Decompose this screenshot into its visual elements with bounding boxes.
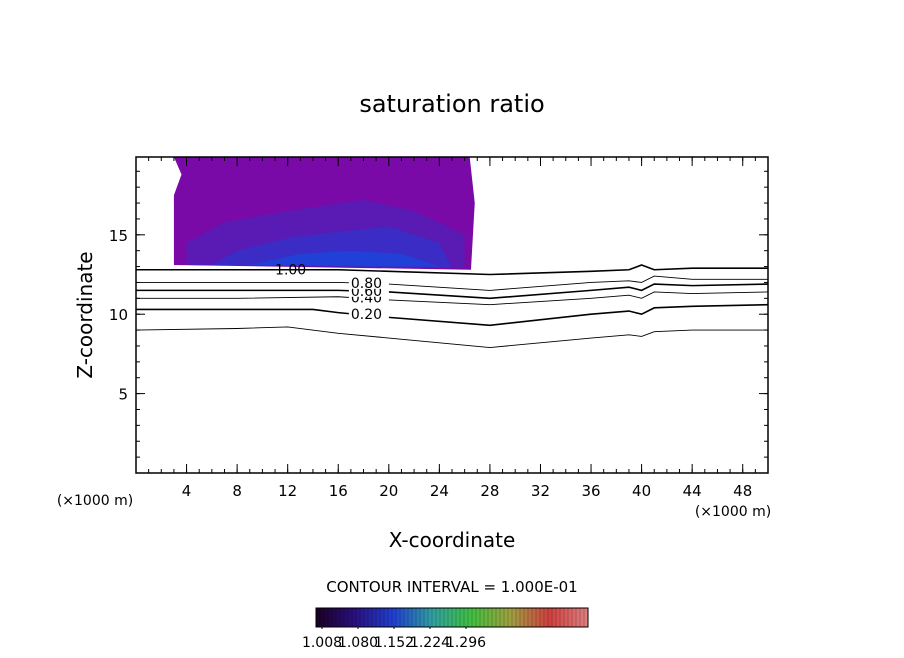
- x-tick-label: 8: [232, 482, 242, 500]
- contour-label: 0.20: [351, 307, 382, 323]
- x-tick-label: 24: [430, 482, 449, 500]
- y-tick-label: 5: [118, 386, 128, 404]
- x-tick-label: 36: [581, 482, 600, 500]
- x-tick-label: 4: [182, 482, 192, 500]
- x-tick-label: 40: [632, 482, 651, 500]
- x-tick-label: 44: [683, 482, 702, 500]
- y-tick-label: 15: [109, 227, 128, 245]
- y-axis-label: Z-coordinate: [73, 251, 97, 378]
- contour-label-bg: [348, 275, 389, 289]
- x-tick-label: 28: [480, 482, 499, 500]
- contour-line: [136, 303, 769, 327]
- contour-label: 1.00: [275, 263, 306, 279]
- y-tick-label: 10: [109, 306, 128, 324]
- chart-title: saturation ratio: [359, 90, 544, 118]
- contour-label: 0.80: [351, 276, 382, 292]
- colorbar: [315, 607, 589, 628]
- colorbar-tick-label: 1.296: [446, 635, 486, 651]
- x-unit-label: (×1000 m): [57, 493, 133, 509]
- colorbar-tick-label: 1.152: [374, 635, 414, 651]
- filled-region: [249, 250, 440, 267]
- x-axis-label: X-coordinate: [389, 528, 516, 552]
- x-tick-label: 48: [733, 482, 752, 500]
- x-tick-label: 12: [278, 482, 297, 500]
- colorbar-tick-label: 1.008: [302, 635, 342, 651]
- y-unit-label: (×1000 m): [695, 504, 771, 520]
- colorbar-tick-label: 1.080: [338, 635, 378, 651]
- contour-line: [136, 283, 769, 300]
- contour-line: [135, 326, 768, 349]
- x-tick-label: 16: [329, 482, 348, 500]
- contour-interval: CONTOUR INTERVAL = 1.000E-01: [326, 578, 577, 596]
- contour-label-bg: [348, 306, 389, 320]
- contour-line: [136, 291, 769, 306]
- x-tick-label: 32: [531, 482, 550, 500]
- x-tick-label: 20: [379, 482, 398, 500]
- contour-line: [136, 275, 768, 291]
- contour-line: [136, 264, 768, 276]
- colorbar-tick-label: 1.224: [410, 635, 450, 651]
